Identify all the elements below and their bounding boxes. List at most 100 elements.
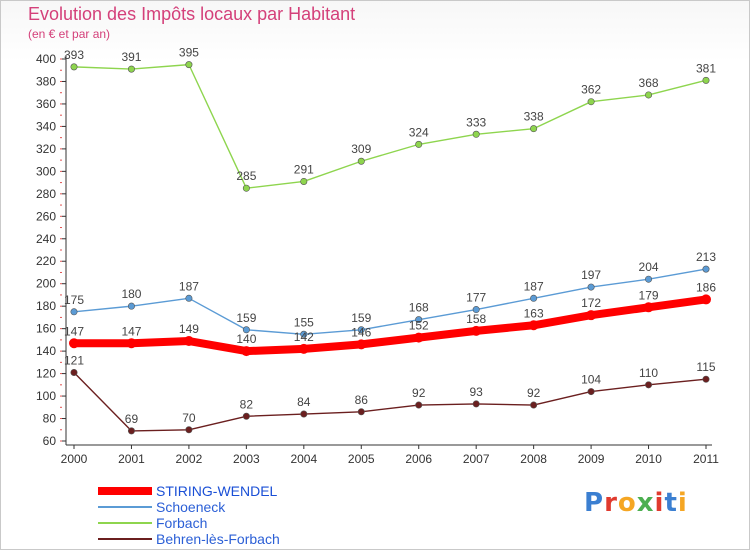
y-tick-label: 320 xyxy=(36,142,56,156)
y-tick-label: 80 xyxy=(43,412,57,426)
data-point xyxy=(185,294,193,302)
data-point xyxy=(127,65,135,73)
data-label: 140 xyxy=(236,332,256,346)
data-label: 93 xyxy=(470,385,484,399)
data-point xyxy=(300,330,308,338)
legend-label: Forbach xyxy=(156,515,208,531)
data-label: 155 xyxy=(294,315,314,329)
data-point xyxy=(472,130,480,138)
legend-label: Behren-lès-Forbach xyxy=(156,531,280,547)
series-schoeneck: 175 180 187 159 155 159 168 177 187 197 204 213 xyxy=(64,250,716,338)
legend-item: Schoeneck xyxy=(98,499,280,515)
x-tick-label: 2000 xyxy=(61,452,88,466)
x-tick-label: 2006 xyxy=(405,452,432,466)
data-label: 69 xyxy=(125,412,139,426)
data-label: 187 xyxy=(524,279,544,293)
data-point xyxy=(70,308,78,316)
data-point xyxy=(300,410,308,418)
data-label: 147 xyxy=(64,324,84,338)
data-label: 159 xyxy=(236,311,256,325)
legend-swatch xyxy=(98,538,152,540)
data-label: 159 xyxy=(351,311,371,325)
x-tick-label: 2011 xyxy=(693,452,719,466)
data-label: 187 xyxy=(179,279,199,293)
data-point xyxy=(127,427,135,435)
data-point xyxy=(241,346,252,357)
data-point xyxy=(701,294,711,305)
x-tick-label: 2009 xyxy=(578,452,605,466)
data-label: 213 xyxy=(696,250,716,264)
data-point xyxy=(127,302,135,310)
data-point xyxy=(472,306,480,314)
logo-letter: r xyxy=(604,488,618,518)
data-point xyxy=(413,332,424,343)
data-point xyxy=(242,184,250,192)
x-tick-label: 2001 xyxy=(118,452,145,466)
proxiti-logo: Proxiti xyxy=(584,488,688,518)
data-label: 86 xyxy=(355,393,369,407)
legend-item: Behren-lès-Forbach xyxy=(98,531,280,547)
data-label: 324 xyxy=(409,125,429,139)
logo-letter: i xyxy=(677,488,688,518)
y-tick-label: 160 xyxy=(36,322,56,336)
chart-legend: STIRING-WENDEL Schoeneck Forbach Behren-lès… xyxy=(98,483,280,547)
data-label: 146 xyxy=(351,325,371,339)
data-point xyxy=(528,320,539,331)
legend-swatch xyxy=(98,522,152,524)
chart-subtitle: (en € et par an) xyxy=(28,27,111,41)
data-label: 70 xyxy=(182,411,196,425)
y-tick-label: 300 xyxy=(36,164,56,178)
logo-letter: x xyxy=(636,488,655,518)
data-point xyxy=(185,426,193,434)
y-tick-label: 400 xyxy=(36,52,56,66)
data-point xyxy=(415,316,423,324)
data-label: 338 xyxy=(524,110,544,124)
x-tick-label: 2005 xyxy=(348,452,375,466)
series-line xyxy=(73,371,707,432)
legend-item: Forbach xyxy=(98,515,280,531)
data-point xyxy=(645,381,653,389)
data-point xyxy=(702,375,710,383)
series-forbach: 393 391 395 285 291 309 324 333 338 362 368 381 xyxy=(64,46,716,192)
data-label: 104 xyxy=(581,373,601,387)
data-label: 333 xyxy=(466,115,486,129)
chart-title: Evolution des Impôts locaux par Habitant xyxy=(28,4,356,24)
data-point xyxy=(242,326,250,334)
data-point xyxy=(645,91,653,99)
y-tick-label: 200 xyxy=(36,277,56,291)
data-label: 309 xyxy=(351,142,371,156)
y-tick-label: 100 xyxy=(36,389,56,403)
legend-label: Schoeneck xyxy=(156,499,226,515)
x-tick-label: 2004 xyxy=(290,452,317,466)
data-label: 84 xyxy=(297,395,311,409)
legend-swatch xyxy=(98,487,152,495)
y-tick-label: 180 xyxy=(36,299,56,313)
series-line xyxy=(73,63,707,189)
data-label: 381 xyxy=(696,61,716,75)
data-label: 172 xyxy=(581,296,601,310)
data-label: 92 xyxy=(412,386,426,400)
data-label: 180 xyxy=(121,287,141,301)
data-label: 391 xyxy=(121,50,141,64)
y-tick-label: 220 xyxy=(36,254,56,268)
series-behren-l-s-forbach: 121 69 70 82 84 86 92 93 92 104 110 115 xyxy=(64,353,716,435)
data-point xyxy=(356,339,367,350)
data-point xyxy=(702,76,710,84)
data-point xyxy=(643,302,654,313)
x-tick-label: 2002 xyxy=(176,452,203,466)
x-tick-label: 2008 xyxy=(520,452,547,466)
data-point xyxy=(645,275,653,283)
data-label: 186 xyxy=(696,280,716,294)
data-point xyxy=(242,412,250,420)
data-label: 179 xyxy=(639,288,659,302)
x-tick-label: 2010 xyxy=(635,452,662,466)
data-point xyxy=(298,343,309,354)
legend-label: STIRING-WENDEL xyxy=(156,483,278,499)
data-point xyxy=(183,336,194,347)
y-tick-label: 260 xyxy=(36,209,56,223)
data-point xyxy=(70,63,78,71)
data-label: 362 xyxy=(581,83,601,97)
data-label: 147 xyxy=(121,324,141,338)
data-label: 149 xyxy=(179,322,199,336)
